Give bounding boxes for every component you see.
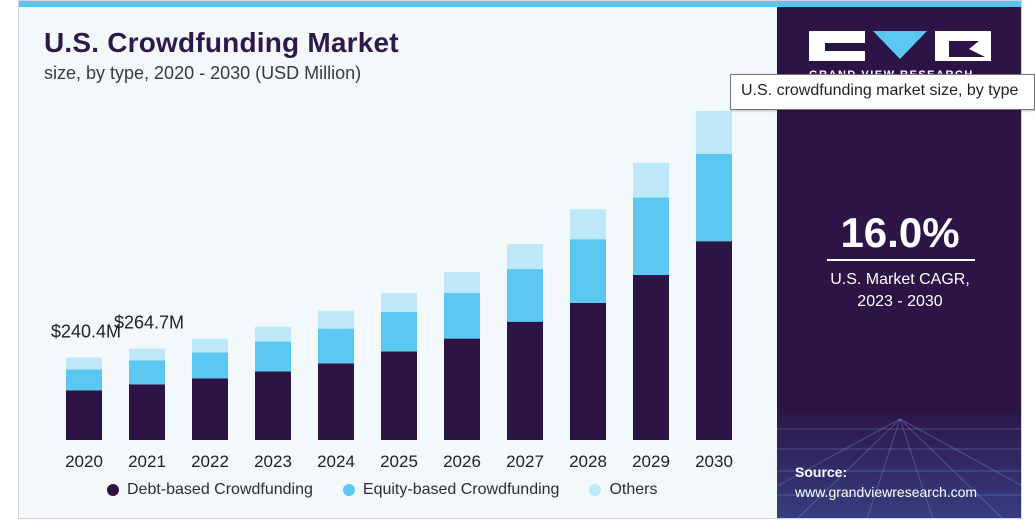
bar-2023-series-2 — [255, 326, 291, 342]
x-tick-label: 2030 — [695, 452, 733, 471]
legend-label: Debt-based Crowdfunding — [127, 481, 313, 498]
legend-label: Equity-based Crowdfunding — [362, 481, 560, 498]
bar-2020-series-1 — [66, 369, 102, 391]
bar-2023-series-0 — [255, 371, 291, 440]
x-tick-label: 2021 — [128, 452, 166, 471]
bar-2021-series-0 — [129, 384, 165, 440]
chart-subtitle: size, by type, 2020 - 2030 (USD Million) — [44, 63, 362, 83]
decorative-grid — [777, 409, 1021, 518]
x-tick-label: 2023 — [254, 452, 292, 471]
bar-2030-series-1 — [696, 153, 732, 242]
legend-item-1: Equity-based Crowdfunding — [342, 481, 560, 499]
bar-2021-series-1 — [129, 360, 165, 385]
bar-2022-series-0 — [192, 378, 228, 440]
bar-2025-series-2 — [381, 292, 417, 312]
grand-view-research-logo — [809, 31, 991, 61]
bar-2024-series-1 — [318, 328, 354, 364]
data-label-2021: $264.7M — [114, 313, 184, 333]
bar-2020-series-2 — [66, 357, 102, 370]
bar-2022-series-2 — [192, 338, 228, 353]
x-tick-label: 2025 — [380, 452, 418, 471]
bar-2024-series-0 — [318, 363, 354, 440]
bar-2030-series-2 — [696, 110, 732, 154]
bar-2023-series-1 — [255, 341, 291, 372]
bar-2030-series-0 — [696, 241, 732, 440]
chart-title: U.S. Crowdfunding Market — [44, 27, 399, 58]
chart-legend: Debt-based Crowdfunding Equity-based Crow… — [107, 481, 657, 499]
x-tick-label: 2022 — [191, 452, 229, 471]
source-label: Source: — [795, 464, 848, 480]
bar-2027-series-0 — [507, 321, 543, 440]
bar-2029-series-2 — [633, 162, 669, 198]
x-tick-label: 2029 — [632, 452, 670, 471]
cagr-label-line-2: 2023 - 2030 — [857, 293, 943, 310]
brand-wordmark: GRAND VIEW RESEARCH — [809, 69, 974, 75]
stacked-bar-chart: 2020 2021 2022 2023 2024 2025 2026 2027 2028 2029… — [51, 110, 733, 471]
bar-2026-series-2 — [444, 271, 480, 293]
legend-swatch-icon — [107, 484, 119, 496]
cagr-label: U.S. Market CAGR, 2023 - 2030 — [777, 269, 1021, 313]
x-tick-label: 2024 — [317, 452, 355, 471]
legend-swatch-icon — [589, 484, 602, 496]
source-link[interactable]: www.grandviewresearch.com — [795, 484, 978, 500]
image-alt-tooltip: U.S. crowdfunding market size, by type — [730, 74, 1035, 110]
bar-2025-series-0 — [381, 351, 417, 440]
cagr-label-line-1: U.S. Market CAGR, — [830, 271, 970, 288]
bar-2025-series-1 — [381, 311, 417, 352]
bar-2029-series-0 — [633, 274, 669, 440]
bar-2026-series-1 — [444, 292, 480, 339]
top-accent-bar — [19, 1, 1021, 7]
x-tick-label: 2027 — [506, 452, 544, 471]
chart-panel: U.S. Crowdfunding Market size, by type, … — [19, 7, 777, 518]
legend-swatch-icon — [342, 484, 355, 496]
bar-2028-series-1 — [570, 239, 606, 303]
legend-item-2: Others — [589, 481, 657, 499]
legend-label: Others — [609, 481, 658, 498]
bar-2028-series-2 — [570, 209, 606, 240]
bar-2021-series-2 — [129, 348, 165, 361]
bar-2022-series-1 — [192, 352, 228, 379]
bar-2024-series-2 — [318, 310, 354, 329]
cagr-divider — [827, 259, 975, 261]
bar-2026-series-0 — [444, 338, 480, 440]
bar-2027-series-2 — [507, 244, 543, 270]
bar-2028-series-0 — [570, 302, 606, 440]
data-label-2020: $240.4M — [51, 321, 121, 341]
x-tick-label: 2028 — [569, 452, 607, 471]
cagr-value: 16.0% — [840, 209, 960, 256]
legend-item-0: Debt-based Crowdfunding — [107, 481, 313, 499]
bar-2020-series-0 — [66, 390, 102, 440]
bar-2029-series-1 — [633, 197, 669, 275]
bar-2027-series-1 — [507, 269, 543, 322]
x-tick-label: 2026 — [443, 452, 481, 471]
x-tick-label: 2020 — [65, 452, 103, 471]
